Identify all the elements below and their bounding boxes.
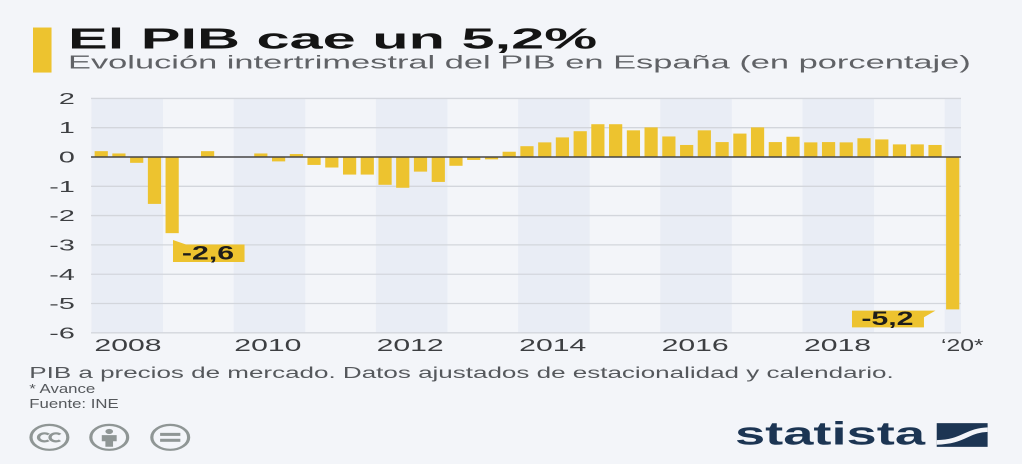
svg-text:0: 0 [59, 149, 75, 166]
svg-text:-1: -1 [49, 178, 75, 195]
svg-text:-5: -5 [49, 296, 75, 313]
svg-text:2016: 2016 [662, 335, 729, 355]
svg-text:2014: 2014 [519, 335, 586, 355]
svg-text:2008: 2008 [94, 335, 161, 355]
svg-text:Fuente: INE: Fuente: INE [29, 398, 118, 411]
svg-text:* Avance: * Avance [29, 383, 95, 396]
svg-text:statista: statista [735, 415, 925, 451]
svg-text:2: 2 [59, 90, 75, 107]
svg-text:-5,2: -5,2 [861, 309, 913, 330]
svg-text:2012: 2012 [377, 335, 444, 355]
svg-text:-2,6: -2,6 [182, 243, 234, 264]
svg-text:Evolución intertrimestral del: Evolución intertrimestral del PIB en Esp… [68, 53, 971, 74]
svg-text:2018: 2018 [804, 335, 871, 355]
svg-text:El PIB cae un 5,2%: El PIB cae un 5,2% [68, 23, 597, 55]
svg-text:2010: 2010 [234, 335, 301, 355]
svg-text:1: 1 [59, 120, 75, 137]
svg-text:‘20*: ‘20* [941, 335, 984, 355]
svg-text:-4: -4 [49, 266, 75, 283]
svg-text:-3: -3 [49, 237, 75, 254]
svg-text:-2: -2 [49, 208, 75, 225]
svg-text:PIB a precios de mercado. Dato: PIB a precios de mercado. Datos ajustado… [29, 364, 893, 381]
svg-text:-6: -6 [49, 325, 75, 342]
